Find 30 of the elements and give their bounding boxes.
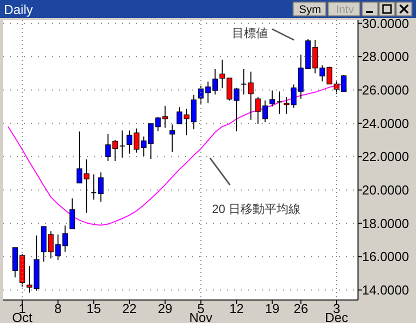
x-tick-label: 15 <box>86 301 101 316</box>
y-tick-label: 30.0000 <box>362 16 409 31</box>
candlestick <box>98 172 104 202</box>
y-tick-label: 24.0000 <box>362 116 409 131</box>
candlestick <box>276 91 282 114</box>
y-tick-label: 28.0000 <box>362 49 409 64</box>
chart-title: Daily <box>4 2 34 17</box>
candlestick <box>240 68 247 95</box>
candlestick <box>90 174 97 200</box>
y-tick-label: 20.0000 <box>362 182 409 198</box>
y-tick-label: 14.0000 <box>362 282 409 298</box>
x-tick-label: 12 <box>229 301 244 316</box>
candlestick <box>269 90 276 107</box>
y-tick-label: 26.0000 <box>362 82 409 98</box>
x-tick-label: 26 <box>294 301 308 316</box>
annotation: 20 日移動平均線 <box>212 202 301 216</box>
candlestick <box>248 71 254 120</box>
y-tick-label: 22.0000 <box>362 149 409 164</box>
candlestick <box>169 124 176 152</box>
text: Sym <box>299 4 321 16</box>
y-tick-label: 16.0000 <box>362 249 409 264</box>
y-tick-label: 18.0000 <box>362 216 409 231</box>
x-tick-label: 8 <box>54 301 62 316</box>
candlestick <box>119 130 126 158</box>
x-tick-label: 19 <box>265 301 280 316</box>
x-tick-label: 22 <box>122 301 137 316</box>
annotation: 目標値 <box>232 26 268 40</box>
candlestick <box>69 198 76 230</box>
text: Intv <box>336 4 354 16</box>
x-tick-label: 29 <box>158 301 172 316</box>
